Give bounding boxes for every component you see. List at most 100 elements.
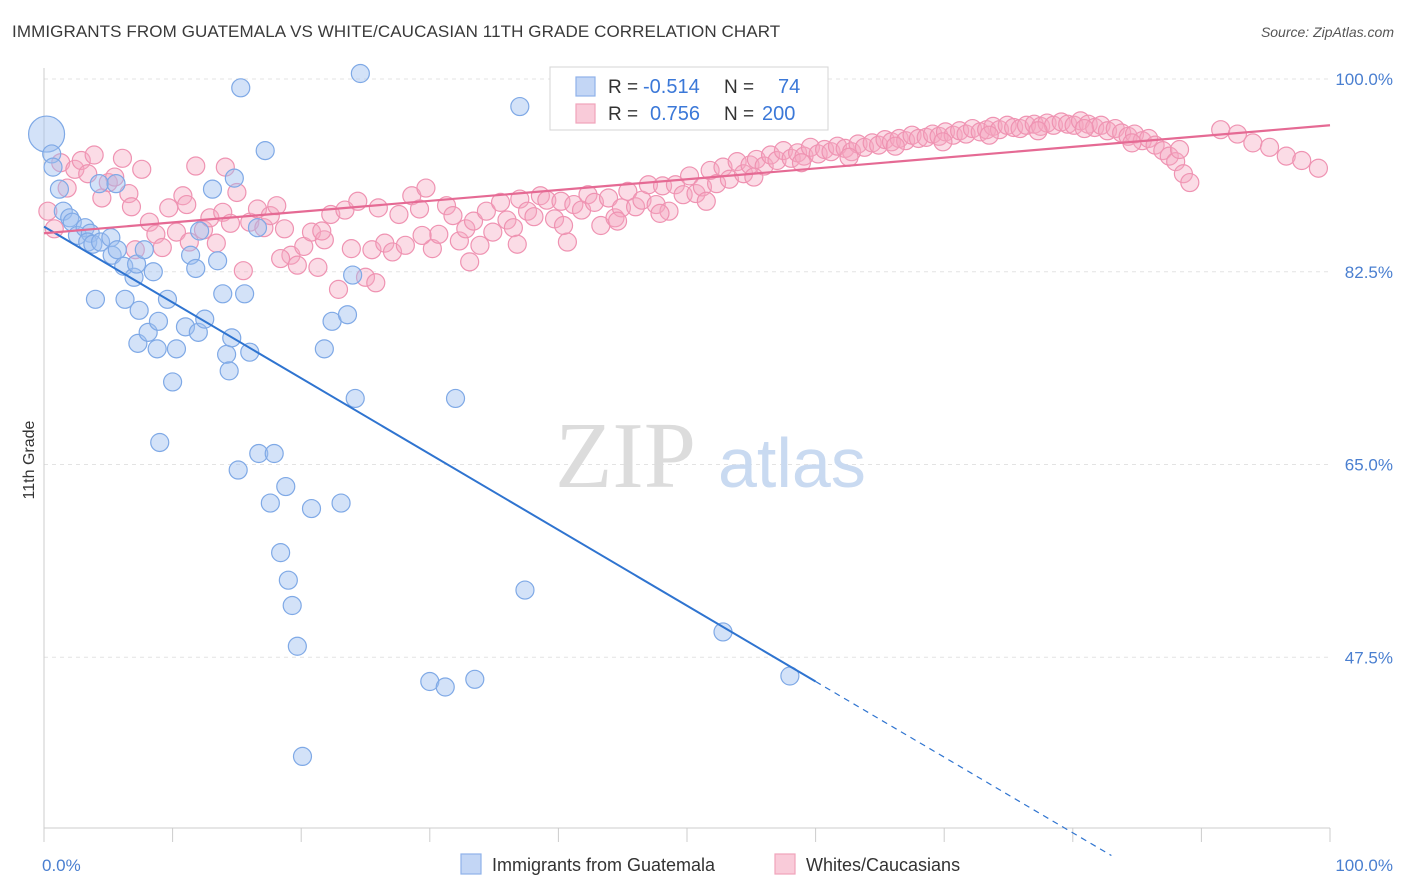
whites-point-80 [578,185,598,205]
guatemala-points [27,63,800,767]
whites-point-58 [429,224,449,244]
whites-point-3 [57,178,77,198]
guatemala-point-8 [75,218,95,238]
whites-point-99 [706,174,727,194]
legend-r-value-blue: -0.514 [643,76,700,98]
watermark-zip: ZIP [555,404,696,508]
guatemala-point-52 [249,443,269,464]
legend-n-label-pink: N = [724,104,754,125]
guatemala-point-41 [208,251,228,271]
whites-point-187 [650,203,670,223]
whites-point-183 [177,194,197,215]
guatemala-point-24 [129,300,149,320]
guatemala-point-47 [228,460,248,480]
guatemala-trend-extension [815,680,1112,857]
whites-point-177 [791,153,812,173]
whites-point-56 [416,178,436,198]
whites-point-199 [1308,158,1329,178]
guatemala-point-58 [278,570,298,590]
whites-point-109 [773,141,794,161]
guatemala-point-66 [337,305,358,325]
guatemala-point-16 [102,245,122,265]
series-legend: Immigrants from Guatemala Whites/Caucasi… [460,853,960,875]
guatemala-point-13 [85,289,106,309]
guatemala-point-60 [287,636,307,656]
guatemala-point-30 [150,432,170,453]
whites-point-170 [121,197,142,217]
whites-point-186 [553,215,574,236]
guatemala-point-27 [143,262,163,282]
guatemala-point-55 [264,443,284,464]
guatemala-point-36 [186,258,206,279]
whites-point-77 [557,232,578,252]
whites-point-11 [112,148,133,168]
legend-n-value-pink: 200 [762,103,795,125]
whites-point-22 [186,156,206,176]
whites-point-40 [308,257,328,277]
whites-point-188 [744,167,764,187]
whites-point-190 [933,132,953,152]
guatemala-point-29 [148,311,169,331]
whites-point-189 [839,147,859,167]
whites-point-172 [312,221,332,241]
guatemala-point-57 [276,476,296,497]
whites-point-64 [470,235,490,255]
whites-point-175 [607,211,628,231]
guatemala-point-2 [43,157,63,177]
whites-point-195 [1243,133,1263,153]
legend-label-whites: Whites/Caucasians [806,855,960,875]
guatemala-point-51 [247,218,268,238]
whites-point-113 [800,137,821,157]
whites-point-15 [139,212,160,232]
guatemala-point-18 [107,240,127,260]
guatemala-point-3 [49,179,70,199]
guatemala-point-44 [219,361,239,381]
guatemala-point-46 [224,168,244,188]
whites-point-57 [422,239,442,259]
guatemala-point-25 [134,240,154,260]
whites-point-191 [1028,121,1048,141]
stats-legend: R = -0.514 N = 74 R = 0.756 N = 200 [549,66,829,131]
y-tick-label-2: 65.0% [1345,456,1393,475]
whites-point-181 [1169,139,1190,160]
y-axis-title: 11th Grade [21,420,38,499]
guatemala-point-11 [83,234,103,254]
whites-point-25 [206,233,226,253]
legend-n-label-blue: N = [724,77,754,98]
whites-point-35 [274,219,295,239]
legend-r-label-pink: R = [608,104,638,125]
whites-point-108 [767,150,787,171]
whites-point-180 [1074,118,1094,139]
guatemala-point-69 [350,63,370,84]
guatemala-point-59 [282,595,302,616]
guatemala-point-14 [89,174,109,194]
guatemala-point-38 [190,221,210,241]
whites-point-66 [483,222,503,242]
legend-label-guatemala: Immigrants from Guatemala [492,855,716,875]
guatemala-point-48 [231,78,251,98]
guatemala-trend-line [43,225,817,683]
whites-point-14 [132,159,152,179]
whites-point-43 [328,279,349,299]
whites-point-67 [490,192,511,212]
guatemala-point-71 [435,677,455,697]
guatemala-point-32 [163,372,183,392]
guatemala-point-49 [235,284,255,304]
tick-labels: 100.0% 82.5% 65.0% 47.5% 0.0% 100.0% [42,70,1393,875]
guatemala-point-43 [217,344,237,364]
guatemala-point-74 [510,96,530,117]
guatemala-point-53 [255,141,275,161]
whites-point-185 [460,252,480,272]
legend-swatch-whites [774,853,796,875]
guatemala-point-75 [515,580,535,600]
trend-lines [43,124,1331,857]
guatemala-point-62 [301,498,322,519]
guatemala-point-12 [90,232,111,252]
guatemala-point-0 [27,115,66,153]
whites-point-69 [503,218,523,238]
whites-point-28 [227,182,247,203]
whites-point-61 [449,231,469,251]
whites-point-179 [979,125,999,145]
whites-point-53 [395,235,415,255]
whites-point-117 [827,136,848,156]
